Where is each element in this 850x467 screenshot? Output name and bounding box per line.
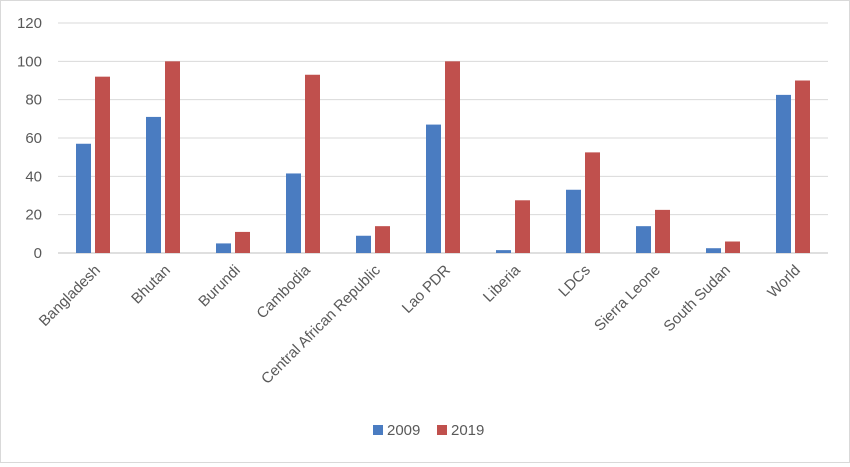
bar-2019-world bbox=[795, 80, 810, 253]
x-tick-label: Lao PDR bbox=[399, 262, 454, 317]
bar-2009-bhutan bbox=[146, 116, 161, 254]
bar-2019-liberia bbox=[515, 200, 530, 253]
bar-2009-bangladesh bbox=[76, 143, 91, 253]
bar-2019-ldcs bbox=[585, 152, 600, 253]
bar-2019-bangladesh bbox=[95, 76, 110, 254]
bar-2019-lao-pdr bbox=[445, 61, 460, 254]
bar-2009-cambodia bbox=[286, 173, 301, 253]
bar-2009-ldcs bbox=[566, 189, 581, 253]
legend: 2009 2019 bbox=[373, 422, 484, 439]
bar-2019-burundi bbox=[235, 231, 250, 253]
y-tick-label: 120 bbox=[17, 15, 42, 32]
y-tick-label: 40 bbox=[25, 168, 42, 185]
bar-2009-south-sudan bbox=[706, 248, 721, 253]
y-tick-label: 60 bbox=[25, 130, 42, 147]
x-tick-label: South Sudan bbox=[660, 262, 733, 335]
x-tick-label: Liberia bbox=[480, 261, 524, 305]
bar-2009-world bbox=[776, 94, 791, 253]
x-tick-label: Central African Republic bbox=[258, 261, 384, 387]
bar-2009-sierra-leone bbox=[636, 226, 651, 253]
x-tick-label: LDCs bbox=[555, 262, 594, 301]
bars bbox=[76, 61, 810, 254]
bar-2009-lao-pdr bbox=[426, 124, 441, 253]
bar-2019-bhutan bbox=[165, 61, 180, 254]
y-tick-label: 80 bbox=[25, 92, 42, 109]
legend-label: 2019 bbox=[451, 422, 484, 439]
bar-2019-south-sudan bbox=[725, 241, 740, 253]
x-tick-label: Bangladesh bbox=[36, 262, 104, 330]
y-tick-label: 20 bbox=[25, 207, 42, 224]
x-tick-label: Burundi bbox=[195, 262, 244, 311]
legend-swatch bbox=[437, 425, 447, 435]
bar-2019-central-african-republic bbox=[375, 226, 390, 253]
x-tick-label: Bhutan bbox=[128, 262, 174, 308]
bar-2019-cambodia bbox=[305, 74, 320, 253]
bar-2009-central-african-republic bbox=[356, 235, 371, 253]
legend-label: 2009 bbox=[387, 422, 420, 439]
bar-2019-sierra-leone bbox=[655, 209, 670, 253]
x-tick-label: Cambodia bbox=[253, 261, 314, 322]
bar-2009-burundi bbox=[216, 243, 231, 253]
bar-2009-liberia bbox=[496, 250, 511, 253]
y-tick-label: 100 bbox=[17, 53, 42, 70]
legend-swatch bbox=[373, 425, 383, 435]
x-tick-label: Sierra Leone bbox=[591, 262, 664, 335]
gridlines bbox=[58, 22, 828, 254]
y-axis: 0 20 40 60 80 100 120 bbox=[17, 15, 42, 262]
y-tick-label: 0 bbox=[34, 245, 42, 262]
x-tick-label: World bbox=[764, 262, 804, 302]
